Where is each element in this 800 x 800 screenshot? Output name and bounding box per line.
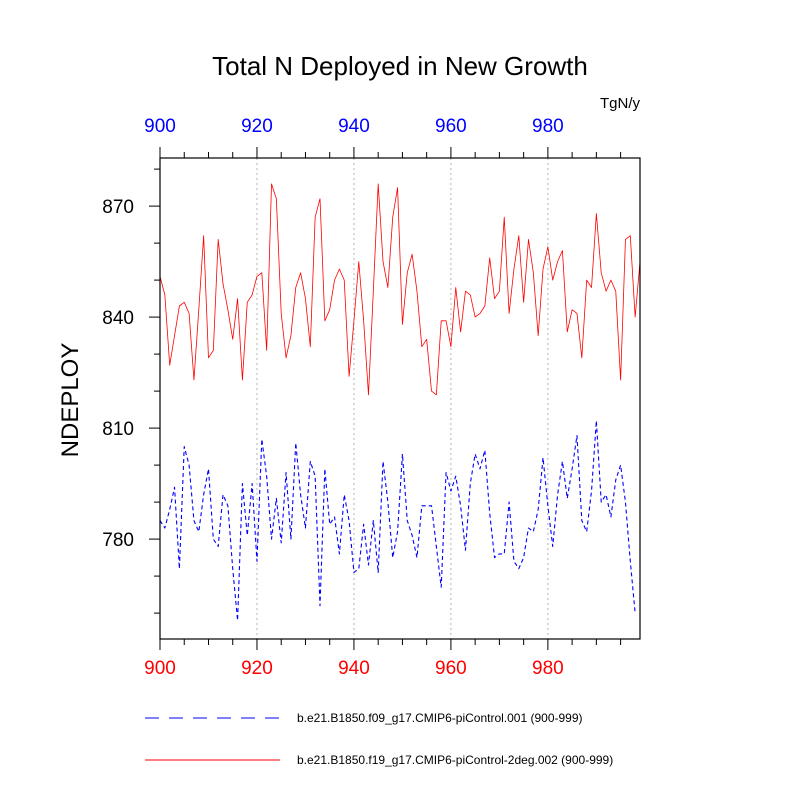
x-tick-label-bottom-960: 960 [435,658,467,679]
x-tick-label-top-920: 920 [241,116,273,137]
x-tick-label-bottom-920: 920 [241,658,273,679]
series-line-0 [160,420,636,622]
x-tick-label-bottom-980: 980 [532,658,564,679]
y-tick-label-870: 870 [102,197,134,218]
y-axis-label: NDEPLOY [57,343,84,458]
x-tick-label-top-940: 940 [338,116,370,137]
units-label: TgN/y [600,95,641,112]
y-tick-label-840: 840 [102,308,134,329]
legend-label-blue: b.e21.B1850.f09_g17.CMIP6-piControl.001 … [297,711,583,725]
x-tick-label-top-900: 900 [144,116,176,137]
y-tick-label-810: 810 [102,419,134,440]
x-tick-label-top-980: 980 [532,116,564,137]
plot-frame [159,157,641,640]
axis-layer: 900 900 920 920 940 940 960 960 980 980 780 810 840 8… [102,116,622,679]
y-tick-label-780: 780 [102,530,134,551]
x-tick-label-bottom-900: 900 [144,658,176,679]
series-line-1 [160,183,640,396]
legend: b.e21.B1850.f09_g17.CMIP6-piControl.001 … [145,711,613,767]
x-tick-label-bottom-940: 940 [338,658,370,679]
chart-title: Total N Deployed in New Growth [212,51,588,81]
legend-label-red: b.e21.B1850.f19_g17.CMIP6-piControl-2deg… [297,753,613,767]
x-tick-label-top-960: 960 [435,116,467,137]
series-layer [160,183,640,622]
